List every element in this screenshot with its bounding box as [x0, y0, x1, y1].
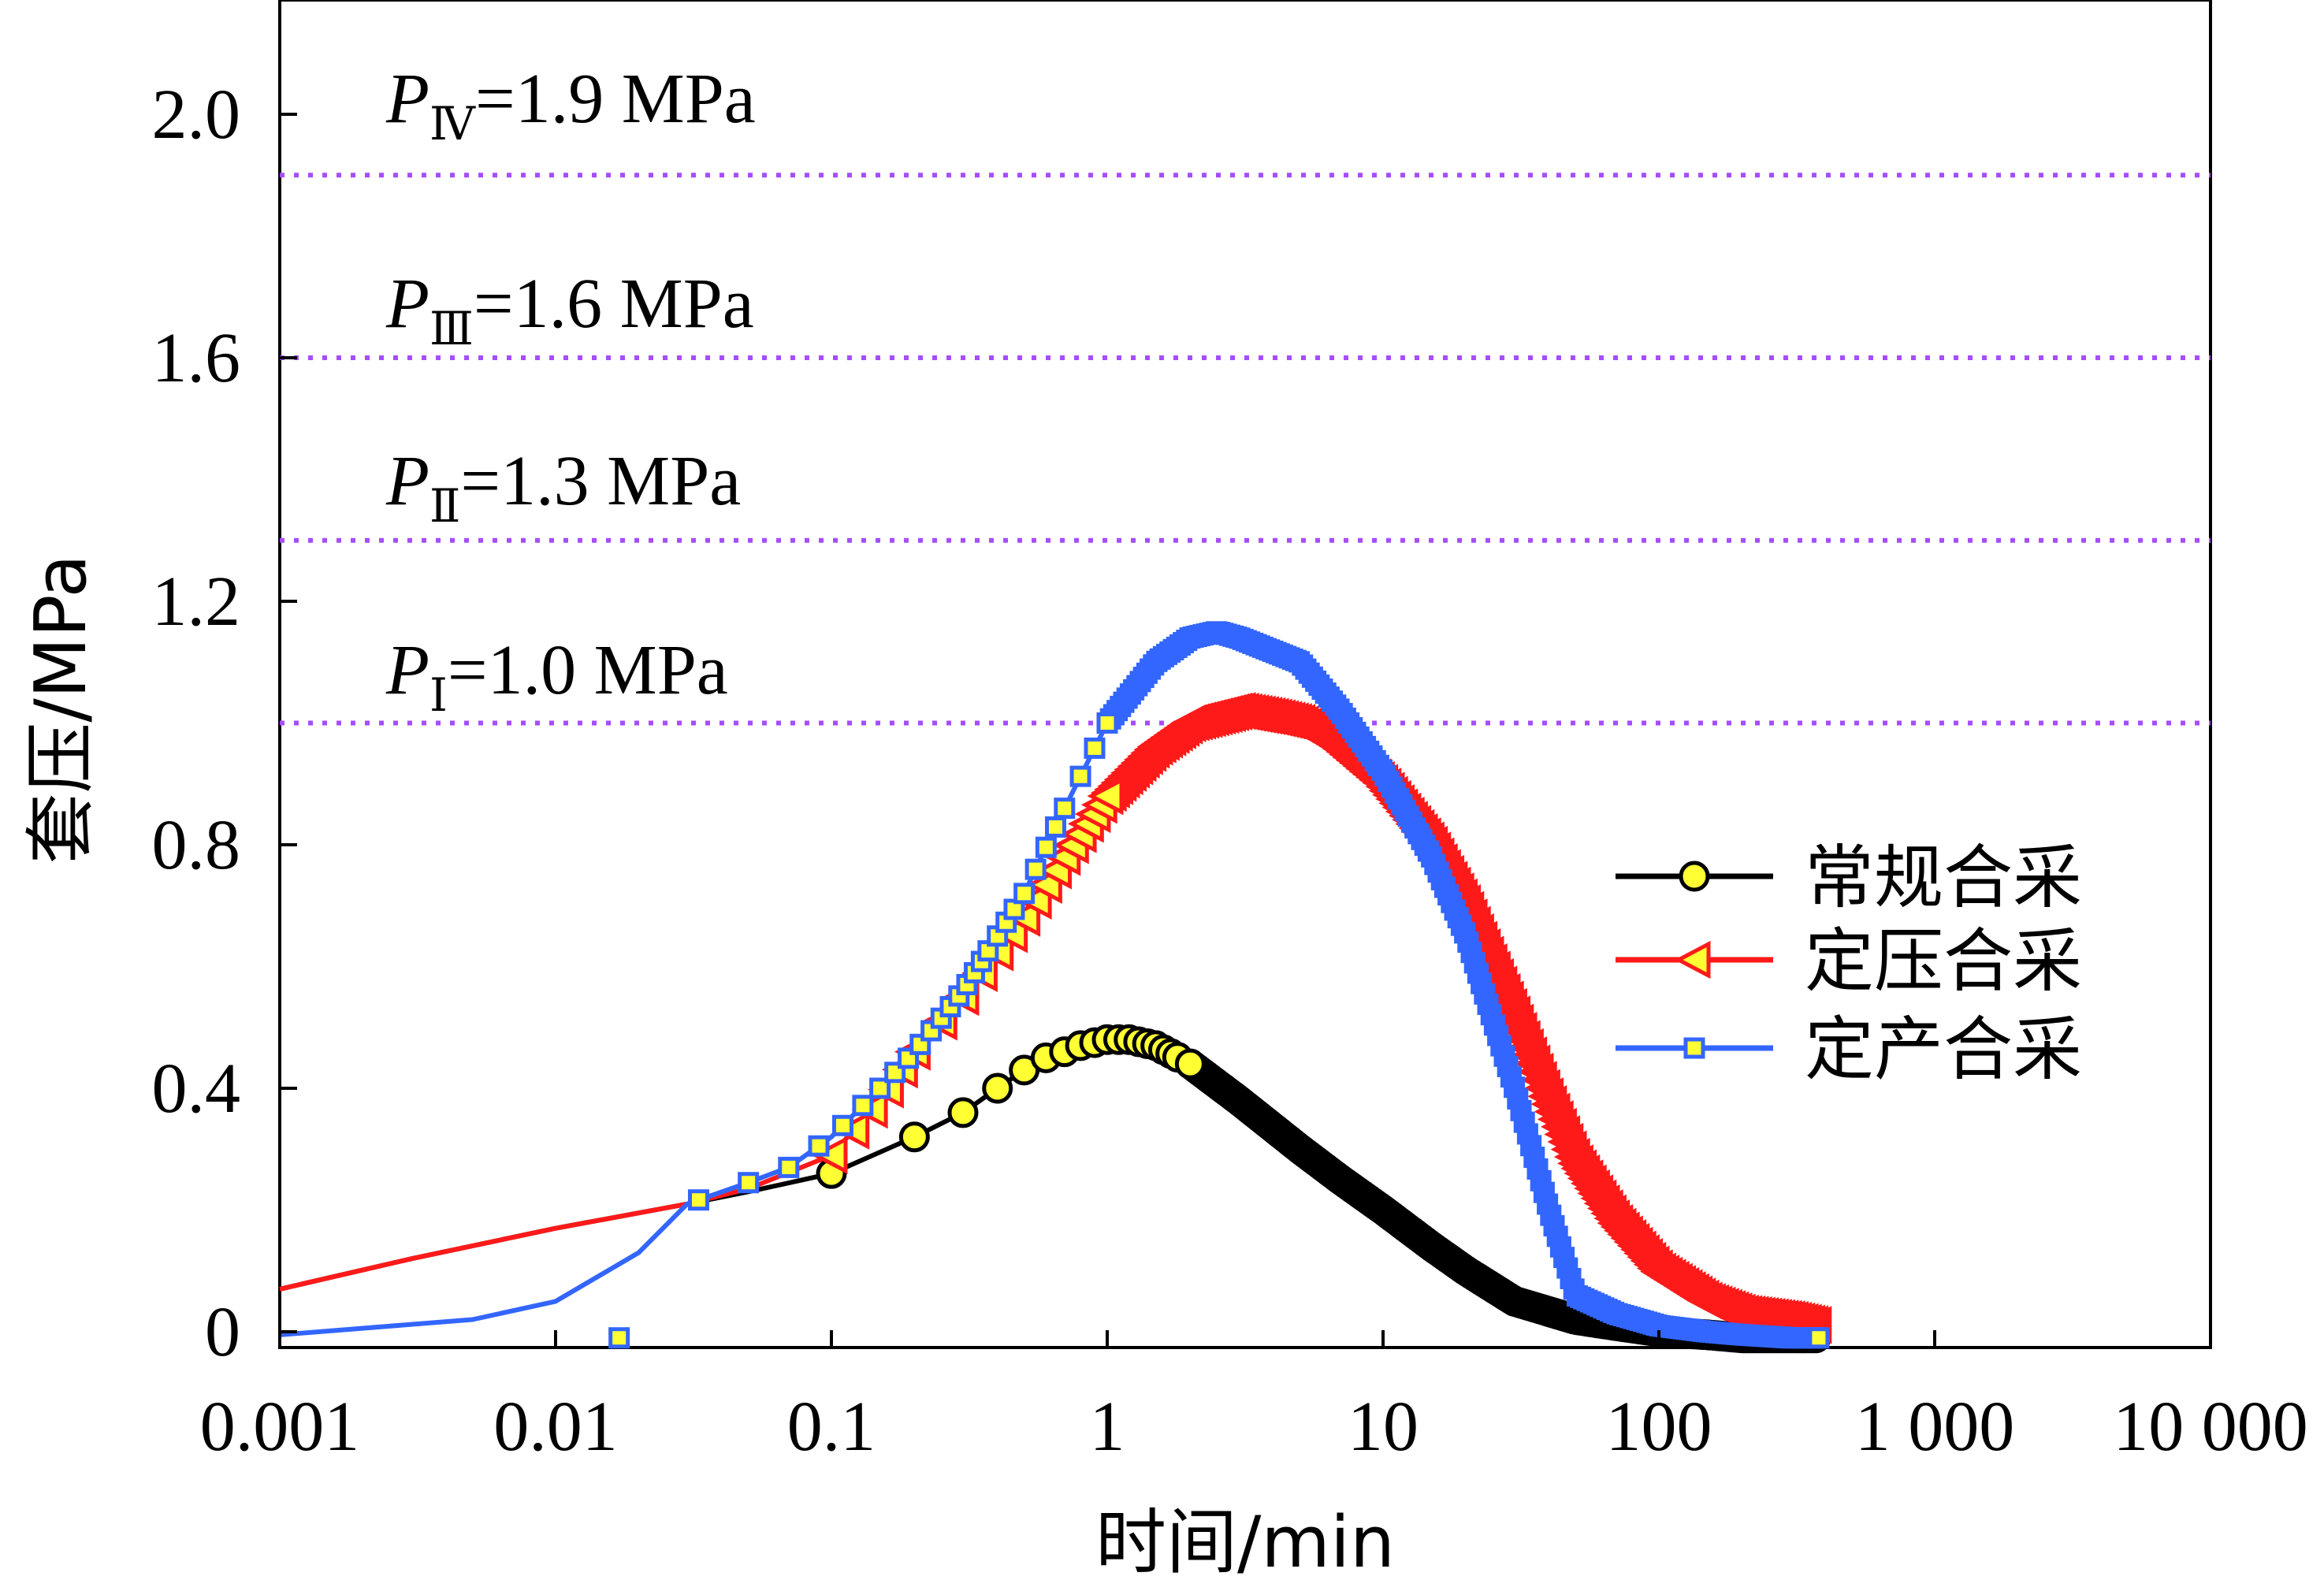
x-axis-title: 时间/min: [1095, 1501, 1395, 1580]
y-tick-label: 2.0: [152, 76, 241, 154]
y-tick-label: 0.4: [152, 1050, 241, 1128]
reference-line-label: PⅡ=1.3 MPa: [385, 442, 741, 532]
marker-square: [608, 1327, 630, 1349]
legend-label: 常规合采: [1805, 837, 2082, 918]
marker-square: [831, 1114, 853, 1136]
marker-circle: [1679, 861, 1710, 892]
marker-square: [1084, 737, 1106, 759]
marker-square: [852, 1095, 874, 1117]
marker-square: [869, 1077, 891, 1099]
legend-label: 定产合采: [1805, 1009, 2082, 1090]
marker-square: [1054, 797, 1076, 820]
marker-square: [1808, 1327, 1830, 1349]
reference-lines: PⅣ=1.9 MPa PⅢ=1.6 MPa PⅡ=1.3 MPa PⅠ=1.0 MPa: [280, 60, 2211, 726]
series-定产合采: [279, 621, 1830, 1349]
marker-square: [1096, 712, 1118, 734]
marker-triangle: [1087, 777, 1124, 816]
marker-circle: [1174, 1048, 1206, 1080]
marker-square: [1013, 883, 1036, 905]
y-tick-label: 1.2: [152, 563, 241, 641]
marker-triangle: [811, 1136, 848, 1175]
x-tick-label: 100: [1606, 1388, 1712, 1466]
marker-square: [1045, 816, 1067, 838]
marker-square: [1069, 765, 1091, 787]
marker-triangle: [1674, 940, 1711, 980]
x-tick-label: 1 000: [1855, 1388, 2015, 1466]
marker-circle: [947, 1097, 979, 1128]
marker-square: [1024, 858, 1047, 880]
marker-square: [1035, 836, 1057, 858]
marker-square: [738, 1172, 760, 1194]
x-tick-label: 0.001: [200, 1388, 360, 1466]
reference-line-label: PⅣ=1.9 MPa: [385, 60, 756, 150]
x-tick-label: 0.1: [787, 1388, 876, 1466]
y-tick-label: 0: [205, 1293, 240, 1371]
marker-square: [778, 1156, 800, 1178]
y-tick-label: 0.8: [152, 806, 241, 884]
y-axis-title: 套压/MPa: [20, 554, 102, 864]
series-line: [279, 629, 1819, 1340]
marker-square: [1683, 1037, 1705, 1059]
marker-circle: [982, 1073, 1013, 1104]
reference-line-label: PⅢ=1.6 MPa: [385, 265, 754, 355]
plot-frame: [278, 0, 2212, 1349]
x-tick-label: 10 000: [2113, 1388, 2308, 1466]
marker-square: [687, 1189, 709, 1211]
marker-circle: [898, 1121, 930, 1153]
legend-label: 定压合采: [1805, 920, 2082, 1002]
series-line: [279, 708, 1820, 1329]
y-tick-label: 1.6: [152, 319, 241, 397]
x-tick-label: 0.01: [493, 1388, 618, 1466]
series-定压合采: [279, 692, 1832, 1344]
axes-layer: 0.001 0.01 0.1 1 10 100 1 000 10 000 0 0.4 0.8 1.2 1…: [152, 76, 2308, 1466]
x-tick-label: 10: [1348, 1388, 1419, 1466]
series-layer: [279, 621, 1832, 1354]
reference-line-label: PⅠ=1.0 MPa: [385, 631, 728, 721]
x-tick-label: 1: [1090, 1388, 1125, 1466]
marker-square: [808, 1135, 830, 1157]
